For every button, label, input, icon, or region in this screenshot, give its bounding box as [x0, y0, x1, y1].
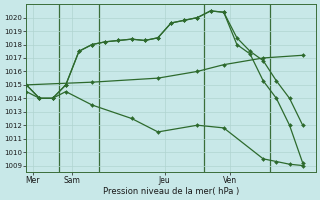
X-axis label: Pression niveau de la mer( hPa ): Pression niveau de la mer( hPa ) [103, 187, 239, 196]
